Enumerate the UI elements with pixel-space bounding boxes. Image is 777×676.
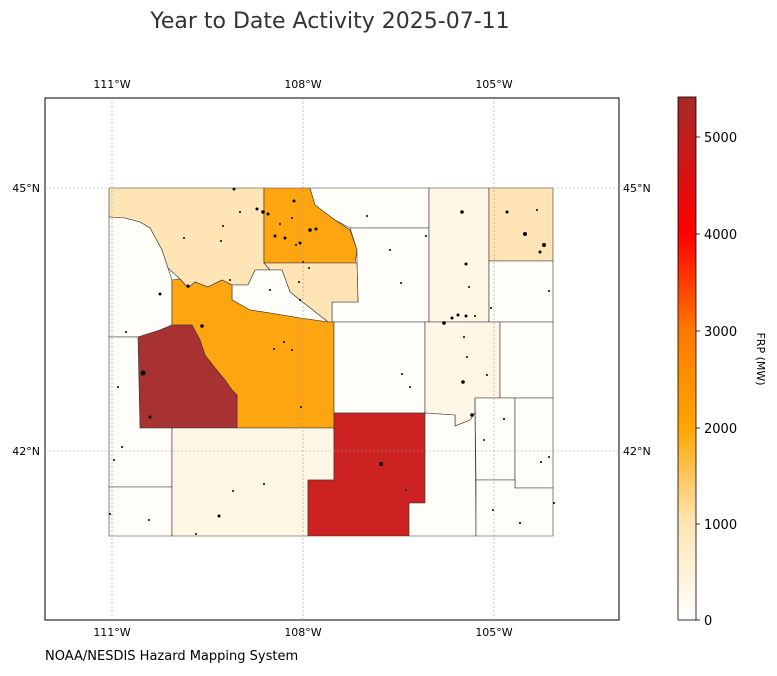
county-campbell [428,187,490,323]
county-layer [108,187,554,537]
county-uinta [108,486,173,537]
lat-label-left-45: 45°N [12,182,40,195]
graticule [45,98,619,620]
colorbar-tick-2000: 2000 [704,422,737,437]
map-panel: 111°W 108°W 105°W 111°W 108°W 105°W 45°N… [12,78,650,639]
lon-label-bottom-111: 111°W [93,626,130,639]
colorbar-tick-4000: 4000 [704,228,737,243]
lat-label-right-45: 45°N [623,182,651,195]
colorbar-ticks [696,136,700,621]
county-albany [408,412,477,537]
lon-label-bottom-108: 108°W [284,626,321,639]
county-crook [488,187,554,262]
county-goshen [514,397,554,489]
colorbar-label: FRP (MW) [754,332,767,385]
footer-credit: NOAA/NESDIS Hazard Mapping System [45,649,298,664]
colorbar-gradient [677,96,697,621]
lon-label-top-105: 105°W [475,78,512,91]
colorbar-tick-3000: 3000 [704,325,737,340]
fire-points [109,187,555,535]
county-laramie [475,479,554,537]
county-natrona [333,321,426,414]
colorbar-tick-0: 0 [704,614,712,629]
colorbar: 0 1000 2000 3000 4000 5000 FRP (MW) [677,96,767,629]
colorbar-tick-5000: 5000 [704,131,737,146]
county-platte [474,397,516,481]
lat-label-right-42: 42°N [623,445,651,458]
lat-label-left-42: 42°N [12,445,40,458]
chart-title: Year to Date Activity 2025-07-11 [149,9,509,34]
county-weston [488,260,554,323]
lon-label-top-108: 108°W [284,78,321,91]
colorbar-tick-1000: 1000 [704,518,737,533]
lon-label-bottom-105: 105°W [475,626,512,639]
county-niobrara [499,321,554,399]
lon-label-top-111: 111°W [93,78,130,91]
